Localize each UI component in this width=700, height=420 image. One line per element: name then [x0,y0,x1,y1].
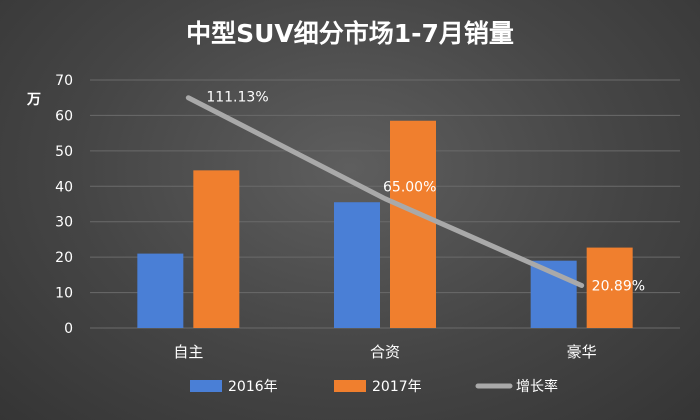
y-axis-unit-label: 万 [26,92,41,108]
x-tick-label: 合资 [370,343,400,361]
bar-2017年 [193,170,240,328]
bar-2017年 [586,247,633,328]
y-tick-label: 50 [55,144,73,160]
growth-rate-polyline [185,95,585,288]
legend-swatch-2017年 [334,380,366,392]
bars [137,120,633,328]
x-tick-label: 豪华 [567,343,597,361]
bar-2016年 [334,202,380,328]
x-tick-label: 自主 [173,343,203,361]
gridlines [90,79,680,329]
growth-rate-data-label: 65.00% [383,180,436,196]
legend: 2016年 2017年 增长率 [190,378,558,395]
y-tick-label: 40 [55,179,73,195]
legend-label: 增长率 [516,378,558,395]
chart-title: 中型SUV细分市场1-7月销量 [186,19,514,48]
y-tick-label: 30 [55,215,73,231]
legend-label: 2016年 [228,379,278,395]
legend-swatch-2016年 [190,380,222,392]
growth-rate-data-label: 20.89% [592,278,645,294]
growth-rate-line: 111.13% 65.00% 20.89% [185,90,645,294]
y-tick-label: 70 [55,73,73,89]
y-tick-label: 10 [55,286,73,302]
y-tick-labels: 0 10 20 30 40 50 60 70 [55,73,73,337]
y-tick-label: 20 [55,250,73,266]
growth-rate-data-label: 111.13% [206,90,268,106]
legend-label: 2017年 [372,379,422,395]
bar-2017年 [390,120,436,328]
y-tick-label: 0 [64,321,73,337]
x-tick-labels: 自主 合资 豪华 [173,343,596,361]
bar-2016年 [137,253,184,328]
y-tick-label: 60 [55,108,73,124]
